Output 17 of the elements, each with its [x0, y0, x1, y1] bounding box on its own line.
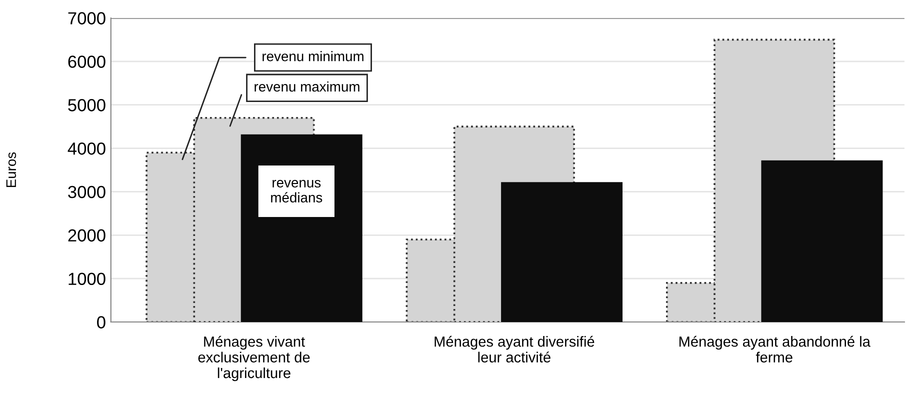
- y-tick-label: 4000: [68, 142, 106, 155]
- x-tick-label: Ménages ayant diversifié leur activité: [434, 336, 594, 362]
- x-tick-label: Ménages vivant exclusivement de l'agriculture: [198, 336, 310, 382]
- y-tick-label: 5000: [68, 99, 106, 112]
- y-tick-label: 1000: [68, 272, 106, 286]
- y-tick-label: 0: [97, 316, 106, 328]
- x-tick-label: Ménages ayant abandonné la ferme: [679, 336, 870, 362]
- y-tick-label: 2000: [68, 229, 106, 242]
- y-tick-label: 7000: [68, 12, 106, 24]
- bar: [501, 182, 623, 322]
- y-axis-title: Euros: [6, 152, 16, 187]
- y-tick-label: 3000: [68, 186, 106, 198]
- bar: [761, 160, 883, 322]
- series-label: revenu maximum: [254, 81, 360, 92]
- series-label: revenus médians: [271, 180, 322, 202]
- y-tick-label: 6000: [68, 56, 106, 68]
- text: revenu minimum: [262, 51, 364, 62]
